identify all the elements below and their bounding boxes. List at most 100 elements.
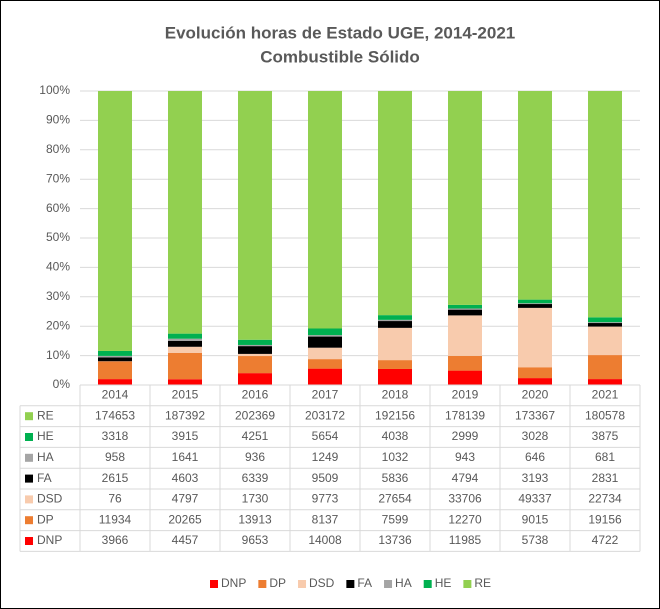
bar-segment [168,379,202,385]
table-row-label: DNP [37,533,62,547]
bar-segment [98,361,132,380]
bar-segment [588,322,622,324]
x-tick-label: 2020 [522,388,549,402]
legend-label: DSD [309,576,335,590]
y-tick-label: 80% [46,142,70,156]
table-cell: 5836 [382,471,409,485]
bar-segment [588,326,622,356]
table-cell: 1641 [172,450,199,464]
bar-segment [308,359,342,369]
table-cell: 3966 [102,533,129,547]
bar-segment [168,346,202,353]
table-cell: 76 [108,492,122,506]
legend-key [210,580,218,588]
bar-segment [448,304,482,309]
bar-segment [168,340,202,347]
table-cell: 4038 [382,429,409,443]
table-cell: 178139 [445,408,485,422]
table-cell: 13736 [378,533,412,547]
table-cell: 187392 [165,408,205,422]
table-cell: 3318 [102,429,129,443]
table-cell: 3193 [522,471,549,485]
legend-key [384,580,393,588]
bar-segment [588,317,622,323]
table-cell: 2615 [102,471,129,485]
table-cell: 9509 [312,471,339,485]
legend-label: RE [474,576,491,590]
chart-title: Evolución horas de Estado UGE, 2014-2021 [165,23,516,42]
bar-segment [588,91,622,318]
table-cell: 14008 [308,533,342,547]
table-cell: 8137 [312,512,339,526]
bar-segment [518,91,552,300]
bar-segment [448,309,482,316]
y-tick-label: 70% [46,171,70,185]
bar-segment [308,91,342,329]
table-cell: 681 [595,450,615,464]
table-row-label: DP [37,512,54,526]
x-tick-label: 2018 [382,388,409,402]
bar-segment [378,327,412,361]
table-row-label: RE [37,408,54,422]
y-tick-label: 50% [46,230,70,244]
table-cell: 11985 [449,533,482,547]
bar-segment [238,346,272,354]
bar-segment [308,335,342,337]
x-tick-label: 2014 [102,388,129,402]
x-tick-label: 2015 [172,388,199,402]
bar-segment [238,91,272,340]
x-tick-label: 2017 [312,388,339,402]
bar-segment [518,303,552,305]
bar-segment [378,315,412,320]
table-legend-key [25,433,33,441]
table-cell: 5738 [522,533,549,547]
table-row-label: HE [37,429,54,443]
bar-segment [378,319,412,322]
table-row-label: FA [37,471,52,485]
bar-segment [308,347,342,360]
table-cell: 1249 [312,450,339,464]
chart-subtitle: Combustible Sólido [260,47,420,66]
bar-segment [238,344,272,347]
table-cell: 203172 [305,408,345,422]
y-tick-label: 40% [46,260,70,274]
table-cell: 12270 [448,512,482,526]
legend-key [423,580,432,588]
bar-segment [238,373,272,385]
bar-segment [238,339,272,345]
table-cell: 27654 [378,492,412,506]
bar-segment [308,336,342,348]
bar-segment [98,350,132,356]
table-cell: 3915 [172,429,199,443]
bar-segment [98,357,132,362]
table-legend-key [25,453,33,462]
table-cell: 174653 [95,408,135,422]
bar-segment [308,368,342,385]
bar-segment [518,307,552,368]
bar-segment [378,368,412,385]
table-cell: 4457 [172,533,199,547]
table-cell: 936 [245,450,265,464]
bar-segment [448,355,482,371]
x-tick-label: 2021 [592,388,619,402]
table-cell: 180578 [585,408,625,422]
table-cell: 20265 [168,512,202,526]
bar-segment [448,308,482,310]
legend-label: HA [395,576,412,590]
y-tick-label: 60% [46,201,70,215]
bar-segment [168,352,202,380]
table-cell: 9653 [242,533,269,547]
bar-segment [378,91,412,316]
bar-segment [448,315,482,356]
table-row-label: HA [37,450,54,464]
table-cell: 11934 [99,512,132,526]
bar-segment [168,91,202,334]
bar-segment [448,91,482,305]
table-legend-key [25,412,33,421]
y-tick-label: 10% [46,348,70,362]
table-cell: 202369 [235,408,275,422]
table-cell: 3875 [592,429,619,443]
bar-segment [98,355,132,358]
bar-segment [518,299,552,304]
